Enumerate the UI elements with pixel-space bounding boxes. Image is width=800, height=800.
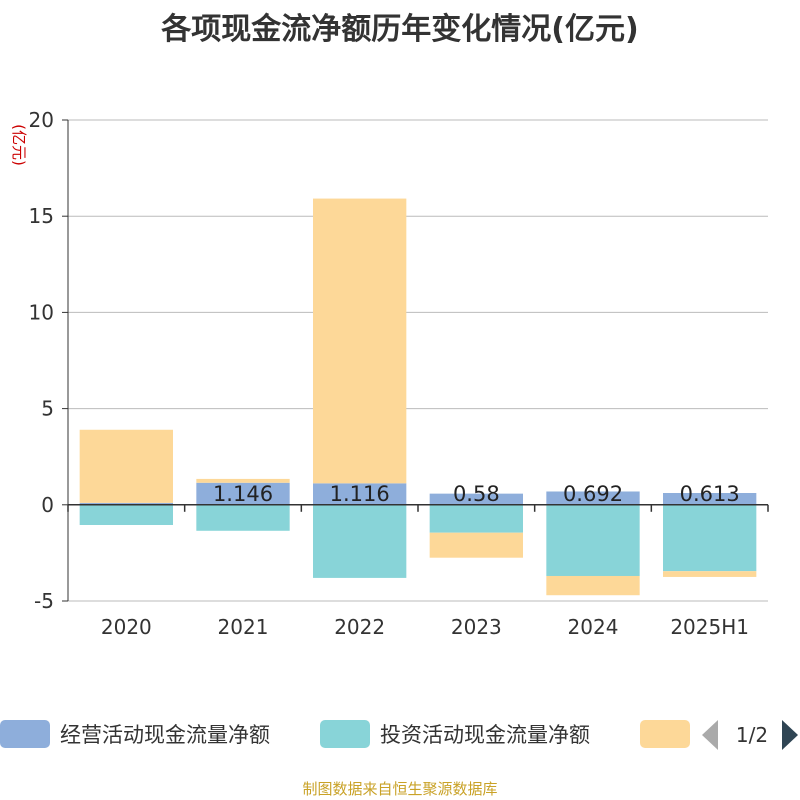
bar-2020 (79, 504, 173, 526)
bar-2025H1 (663, 571, 757, 577)
y-tick-label: -5 (34, 589, 54, 613)
bar-2023 (429, 532, 523, 558)
bar-2024 (546, 491, 640, 505)
bar-2024 (546, 575, 640, 596)
bar-2021 (196, 504, 290, 531)
bar-2025H1 (663, 504, 757, 572)
bar-2024 (546, 504, 640, 576)
bar-2021 (196, 482, 290, 505)
triangle-left-icon[interactable] (702, 720, 718, 750)
y-tick-label: 10 (29, 300, 54, 324)
x-tick-label: 2021 (218, 615, 269, 639)
data-label: 1.116 (330, 482, 390, 506)
legend-swatch[interactable] (640, 720, 690, 748)
bar-2025H1 (663, 493, 757, 505)
y-axis-unit-label: (亿元) (10, 124, 28, 166)
bar-2020 (79, 502, 173, 505)
chart-title: 各项现金流净额历年变化情况(亿元) (161, 12, 639, 47)
legend-label[interactable]: 投资活动现金流量净额 (380, 723, 590, 747)
y-tick-label: 15 (29, 204, 54, 228)
triangle-right-icon[interactable] (782, 720, 798, 750)
x-tick-label: 2024 (568, 615, 619, 639)
bar-2023 (429, 493, 523, 505)
x-tick-label: 2023 (451, 615, 502, 639)
x-tick-label: 2025H1 (670, 615, 749, 639)
legend: 经营活动现金流量净额 投资活动现金流量净额 1/2 (0, 720, 798, 750)
bar-2022 (313, 483, 407, 505)
label-layer: 1.146 1.116 0.58 0.692 0.613 (213, 482, 740, 506)
bar-layer (79, 198, 757, 596)
x-tick-label: 2020 (101, 615, 152, 639)
bar-2020 (79, 429, 173, 503)
bar-2021 (196, 478, 290, 483)
bar-2022 (313, 198, 407, 484)
data-label: 0.58 (453, 482, 500, 506)
legend-swatch[interactable] (0, 720, 50, 748)
data-source-note: 制图数据来自恒生聚源数据库 (302, 780, 498, 798)
data-label: 0.692 (563, 482, 623, 506)
y-tick-label: 0 (41, 493, 54, 517)
y-tick-label: 5 (41, 397, 54, 421)
x-tick-label: 2022 (334, 615, 385, 639)
bar-2022 (313, 504, 407, 578)
legend-swatch[interactable] (320, 720, 370, 748)
legend-page-indicator: 1/2 (736, 723, 768, 747)
y-tick-label: 20 (29, 108, 54, 132)
grid-layer (68, 119, 768, 602)
legend-label[interactable]: 经营活动现金流量净额 (60, 723, 270, 747)
data-label: 0.613 (680, 482, 740, 506)
data-label: 1.146 (213, 482, 273, 506)
bar-2023 (429, 504, 523, 533)
